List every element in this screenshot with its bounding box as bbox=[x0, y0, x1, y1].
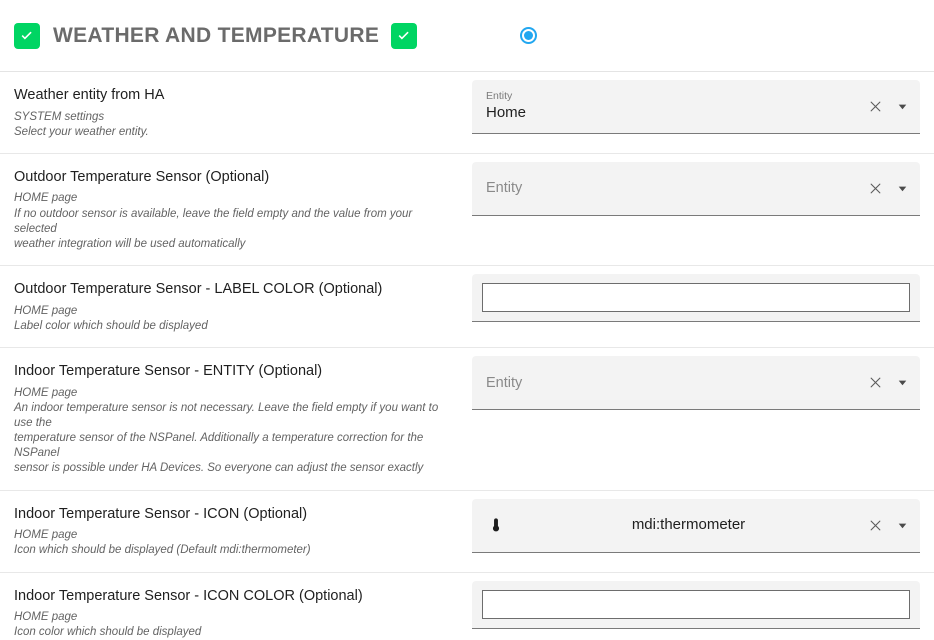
setting-label: Indoor Temperature Sensor - ICON (Option… bbox=[14, 505, 308, 522]
chevron-down-icon[interactable] bbox=[894, 99, 910, 115]
description-line: If no outdoor sensor is available, leave… bbox=[14, 207, 413, 235]
description-line: An indoor temperature sensor is not nece… bbox=[14, 401, 439, 429]
color-field-outdoor-label bbox=[472, 274, 920, 323]
close-icon[interactable] bbox=[867, 180, 883, 196]
setting-label: Weather entity from HA bbox=[14, 87, 165, 103]
row-control: Entity bbox=[472, 154, 934, 222]
description-line: Icon color which should be displayed bbox=[14, 626, 202, 639]
description-line: Label color which should be displayed bbox=[14, 319, 208, 332]
setting-row-indoor-icon-color: Indoor Temperature Sensor - ICON COLOR (… bbox=[0, 572, 934, 640]
row-text: Indoor Temperature Sensor - ENTITY (Opti… bbox=[0, 348, 472, 490]
chevron-down-icon[interactable] bbox=[894, 517, 910, 533]
description-line: HOME page bbox=[14, 611, 78, 624]
icon-select-actions bbox=[857, 517, 910, 533]
entity-placeholder: Entity bbox=[486, 180, 523, 197]
setting-row-indoor-temp-icon: Indoor Temperature Sensor - ICON (Option… bbox=[0, 490, 934, 573]
description-line: HOME page bbox=[14, 386, 78, 399]
row-text: Indoor Temperature Sensor - ICON (Option… bbox=[0, 491, 472, 572]
setting-row-indoor-temp-entity: Indoor Temperature Sensor - ENTITY (Opti… bbox=[0, 348, 934, 491]
chevron-down-icon[interactable] bbox=[894, 180, 910, 196]
entity-select-actions bbox=[857, 375, 910, 391]
section-mode-radio[interactable] bbox=[513, 21, 543, 51]
description-line: HOME page bbox=[14, 304, 78, 317]
description-line: temperature sensor of the NSPanel. Addit… bbox=[14, 432, 424, 460]
close-icon[interactable] bbox=[867, 99, 883, 115]
entity-select-actions bbox=[857, 99, 910, 115]
entity-select-value: Home bbox=[486, 104, 527, 122]
close-icon[interactable] bbox=[867, 517, 883, 533]
section-enable-checkbox-right[interactable] bbox=[391, 22, 418, 49]
setting-row-weather-entity: Weather entity from HA SYSTEM settings S… bbox=[0, 72, 934, 154]
entity-select-outdoor-temp[interactable]: Entity bbox=[472, 161, 920, 216]
setting-description: HOME page An indoor temperature sensor i… bbox=[14, 386, 458, 477]
row-text: Outdoor Temperature Sensor - LABEL COLOR… bbox=[0, 266, 472, 347]
setting-row-outdoor-temp-sensor: Outdoor Temperature Sensor (Optional) HO… bbox=[0, 153, 934, 267]
entity-select-actions bbox=[857, 180, 910, 196]
entity-float-label: Entity bbox=[486, 89, 513, 102]
row-control bbox=[472, 266, 934, 328]
setting-description: SYSTEM settings Select your weather enti… bbox=[14, 110, 458, 140]
entity-placeholder: Entity bbox=[486, 374, 523, 391]
radio-selected-icon bbox=[519, 27, 537, 44]
icon-select-value: mdi:thermometer bbox=[631, 515, 746, 533]
chevron-down-icon[interactable] bbox=[894, 375, 910, 391]
thermometer-icon bbox=[486, 514, 506, 536]
row-text: Outdoor Temperature Sensor (Optional) HO… bbox=[0, 154, 472, 265]
color-field-indoor-icon bbox=[472, 580, 920, 629]
setting-label: Indoor Temperature Sensor - ENTITY (Opti… bbox=[14, 363, 323, 380]
description-line: weather integration will be used automat… bbox=[14, 237, 246, 250]
setting-description: HOME page Icon which should be displayed… bbox=[14, 528, 458, 558]
row-control bbox=[472, 573, 934, 635]
entity-select-indoor-temp[interactable]: Entity bbox=[472, 356, 920, 411]
description-line: HOME page bbox=[14, 529, 78, 542]
setting-label: Outdoor Temperature Sensor (Optional) bbox=[14, 168, 270, 185]
radio-inner-dot bbox=[523, 31, 533, 40]
section-header: WEATHER AND TEMPERATURE bbox=[0, 0, 934, 72]
description-line: SYSTEM settings bbox=[14, 110, 105, 123]
description-line: HOME page bbox=[14, 192, 78, 205]
icon-select-body: mdi:thermometer bbox=[520, 509, 857, 542]
entity-select-body: Entity bbox=[486, 367, 857, 399]
color-input[interactable] bbox=[482, 283, 910, 313]
checkbox-checked-icon bbox=[398, 31, 409, 39]
description-line: Select your weather entity. bbox=[14, 125, 149, 138]
entity-select-body: Entity bbox=[486, 172, 857, 204]
entity-select-weather[interactable]: Entity Home bbox=[472, 80, 920, 134]
description-line: Icon which should be displayed (Default … bbox=[14, 544, 311, 557]
row-control: Entity bbox=[472, 348, 934, 416]
page-title: WEATHER AND TEMPERATURE bbox=[53, 23, 380, 47]
setting-description: HOME page If no outdoor sensor is availa… bbox=[14, 191, 458, 252]
checkbox-checked-icon bbox=[21, 31, 32, 39]
settings-rows: Weather entity from HA SYSTEM settings S… bbox=[0, 72, 934, 640]
section-enable-checkbox-left[interactable] bbox=[14, 22, 40, 49]
row-control: mdi:thermometer bbox=[472, 491, 934, 559]
setting-label: Indoor Temperature Sensor - ICON COLOR (… bbox=[14, 587, 363, 604]
description-line: sensor is possible under HA Devices. So … bbox=[14, 462, 424, 475]
row-text: Indoor Temperature Sensor - ICON COLOR (… bbox=[0, 573, 472, 640]
row-text: Weather entity from HA SYSTEM settings S… bbox=[0, 72, 472, 153]
setting-description: HOME page Label color which should be di… bbox=[14, 304, 458, 334]
entity-select-body: Entity Home bbox=[486, 83, 857, 130]
color-input[interactable] bbox=[482, 589, 910, 619]
setting-description: HOME page Icon color which should be dis… bbox=[14, 610, 458, 640]
setting-label: Outdoor Temperature Sensor - LABEL COLOR… bbox=[14, 281, 383, 298]
icon-select-indoor-temp[interactable]: mdi:thermometer bbox=[472, 498, 920, 553]
row-control: Entity Home bbox=[472, 72, 934, 140]
setting-row-outdoor-label-color: Outdoor Temperature Sensor - LABEL COLOR… bbox=[0, 266, 934, 349]
close-icon[interactable] bbox=[867, 375, 883, 391]
